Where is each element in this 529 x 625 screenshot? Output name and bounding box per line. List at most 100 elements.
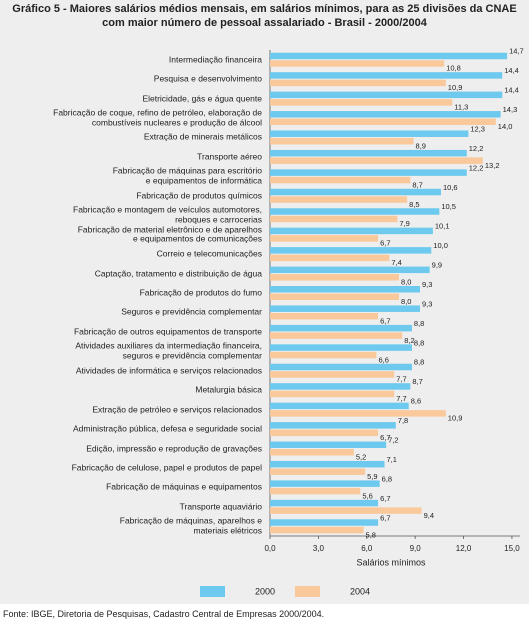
bar [270, 111, 501, 118]
bar [270, 266, 430, 274]
value-label: 6,7 [380, 494, 390, 503]
bar [270, 60, 445, 67]
value-label: 8,0 [401, 278, 411, 287]
bar [270, 422, 396, 429]
value-label: 5,9 [367, 472, 377, 481]
bar [270, 441, 387, 449]
value-label: 8,8 [414, 338, 424, 347]
category-label: Fabricação de máquinas e equipamentos [106, 481, 262, 492]
value-label: 5,8 [366, 530, 376, 539]
category-label: Fabricação de outros equipamentos de tra… [73, 326, 262, 337]
x-tick-label: 6,0 [361, 544, 373, 553]
category-label: Edição, impressão e reprodução de gravaç… [86, 442, 262, 453]
value-label: 9,3 [422, 299, 432, 308]
value-label: 14,4 [504, 86, 519, 95]
bar [270, 487, 361, 495]
bar [270, 169, 467, 176]
legend-label: 2004 [350, 586, 370, 596]
category-label: Metalurgia básica [195, 384, 262, 395]
category-label: Fabricação de celulose, papel e produtos… [71, 462, 262, 473]
value-label: 7,7 [396, 375, 406, 384]
bar [270, 402, 409, 410]
category-label: Correio e telecomunicações [156, 248, 262, 259]
source-note: Fonte: IBGE, Diretoria de Pesquisas, Cad… [3, 609, 325, 619]
bar [270, 460, 385, 468]
category-label: Fabricação de produtos químicos [136, 190, 262, 201]
value-label: 6,6 [378, 355, 388, 364]
bar [270, 227, 433, 235]
value-label: 10,0 [433, 241, 448, 250]
bar [270, 507, 422, 514]
value-label: 12,2 [469, 144, 484, 153]
bar [270, 91, 503, 99]
category-label: Pesquisa e desenvolvimento [153, 73, 262, 84]
value-label: 10,9 [448, 83, 463, 92]
value-label: 8,7 [412, 180, 422, 189]
value-label: 10,9 [448, 414, 463, 423]
bar [270, 410, 446, 417]
value-label: 10,8 [446, 64, 461, 73]
bar [270, 254, 390, 262]
bar [270, 52, 508, 60]
value-label: 11,3 [454, 103, 468, 112]
value-label: 9,9 [432, 261, 442, 270]
category-label: Captação, tratamento e distribuição de á… [94, 267, 262, 278]
value-label: 8,6 [411, 397, 421, 406]
value-label: 5,6 [362, 491, 372, 500]
bar [270, 286, 420, 293]
x-tick-label: 9,0 [410, 544, 422, 553]
bar [270, 351, 377, 359]
x-tick-label: 3,0 [313, 544, 325, 553]
bar [270, 305, 420, 312]
category-label: Transporte aéreo [197, 151, 262, 162]
legend-label: 2000 [255, 586, 275, 596]
bar [270, 188, 441, 196]
value-label: 8,8 [414, 319, 424, 328]
value-label: 10,1 [435, 222, 450, 231]
bar [270, 344, 412, 351]
value-label: 8,9 [416, 141, 426, 150]
bar [270, 274, 400, 281]
value-label: 9,3 [422, 280, 432, 289]
value-label: 8,5 [409, 200, 419, 209]
category-label: Extração de minerais metálicos [143, 131, 262, 142]
bar [270, 371, 395, 378]
bar [270, 99, 453, 106]
chart-title: Gráfico 5 - Maiores salários médios mens… [12, 3, 517, 29]
bar [270, 499, 379, 507]
x-axis-label: Salários mínimos [356, 557, 426, 567]
bar [270, 526, 364, 534]
bar [270, 519, 379, 526]
value-label: 10,6 [443, 183, 458, 192]
category-label: Transporte aquaviário [179, 501, 262, 512]
bar [270, 363, 412, 371]
bar [270, 149, 467, 157]
value-label: 14,4 [504, 66, 519, 75]
value-label: 12,3 [470, 124, 485, 133]
value-label: 13,2 [485, 161, 500, 170]
bar [270, 383, 411, 390]
value-label: 5,2 [356, 453, 366, 462]
bar [270, 247, 432, 254]
value-label: 8,2 [404, 336, 414, 345]
bar [270, 157, 483, 164]
bar [270, 130, 469, 137]
bar [270, 324, 412, 332]
category-label: Atividades auxiliares da intermediação f… [75, 340, 262, 361]
value-label: 6,7 [380, 433, 390, 442]
bar [270, 137, 414, 145]
value-label: 8,0 [401, 297, 411, 306]
category-label: Administração pública, defesa e segurida… [72, 423, 262, 434]
bar [270, 312, 379, 320]
value-label: 6,7 [380, 513, 390, 522]
value-label: 7,7 [396, 394, 406, 403]
value-label: 7,1 [387, 455, 397, 464]
value-label: 8,7 [412, 377, 422, 386]
category-label: Fabricação e montagem de veículos automo… [73, 204, 262, 225]
bar [270, 215, 398, 223]
value-label: 10,5 [441, 202, 456, 211]
value-label: 14,0 [498, 122, 513, 131]
value-label: 7,9 [399, 219, 409, 228]
